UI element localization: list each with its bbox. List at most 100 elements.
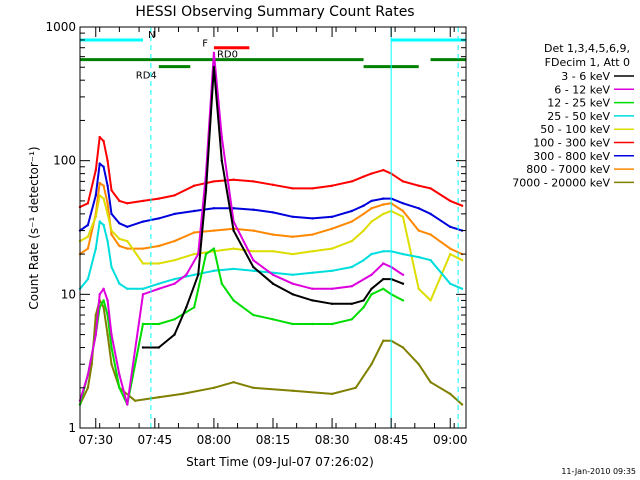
data-point-2-17 xyxy=(252,313,255,317)
data-point-2-4 xyxy=(102,299,105,302)
x-tick-label: 09:00 xyxy=(433,433,468,447)
data-point-5-23 xyxy=(382,168,385,172)
series-line-2 xyxy=(79,247,404,406)
data-point-4-1 xyxy=(86,235,90,238)
timestamp: 11-Jan-2010 09:35 xyxy=(561,467,636,476)
data-point-8-9 xyxy=(133,399,137,402)
data-point-1-9 xyxy=(141,293,145,296)
data-point-8-1 xyxy=(86,386,90,389)
data-point-0-15 xyxy=(362,299,365,302)
data-point-7-28 xyxy=(449,247,452,250)
data-point-3-6 xyxy=(110,265,113,269)
data-point-7-20 xyxy=(350,220,353,223)
data-point-3-1 xyxy=(86,277,90,281)
x-tick-label: 08:00 xyxy=(197,433,232,447)
data-point-3-21 xyxy=(362,259,365,262)
data-point-0-16 xyxy=(370,287,373,290)
legend-entry-label: 100 - 300 keV xyxy=(533,137,610,150)
data-point-6-27 xyxy=(429,212,432,216)
data-point-3-10 xyxy=(157,282,160,285)
data-point-0-11 xyxy=(291,293,294,296)
plot-area xyxy=(80,27,466,428)
data-point-5-3 xyxy=(98,135,101,139)
data-point-7-4 xyxy=(102,184,105,187)
legend: Det 1,3,4,5,6,9, FDecim 1, Att 0 3 - 6 k… xyxy=(512,42,634,189)
x-tick-label: 07:45 xyxy=(138,433,173,447)
data-point-3-17 xyxy=(291,273,294,276)
data-point-3-4 xyxy=(102,223,105,227)
data-point-4-28 xyxy=(449,252,452,256)
data-point-6-21 xyxy=(362,204,365,207)
data-point-3-14 xyxy=(232,267,235,271)
data-point-5-18 xyxy=(311,187,314,190)
data-point-3-26 xyxy=(417,255,420,259)
y-tick-label: 1 xyxy=(68,421,76,435)
data-point-5-6 xyxy=(110,189,113,192)
data-point-6-12 xyxy=(193,209,196,213)
data-point-2-11 xyxy=(173,318,176,321)
data-point-5-17 xyxy=(291,187,294,190)
data-point-3-18 xyxy=(311,271,314,274)
data-point-0-5 xyxy=(204,189,208,192)
data-point-0-17 xyxy=(382,277,385,281)
data-point-6-13 xyxy=(212,207,216,210)
legend-entry-label: 6 - 12 keV xyxy=(554,83,610,96)
data-point-6-7 xyxy=(118,222,121,225)
data-point-3-19 xyxy=(330,269,334,272)
y-tick-label: 1000 xyxy=(45,20,76,34)
series-layer xyxy=(78,51,464,406)
data-point-6-10 xyxy=(157,217,160,220)
data-point-7-27 xyxy=(429,233,432,236)
data-point-8-18 xyxy=(370,363,373,366)
data-point-1-20 xyxy=(291,282,294,285)
series-line-6 xyxy=(79,162,463,232)
data-point-7-15 xyxy=(252,229,255,232)
data-point-2-25 xyxy=(382,287,385,290)
data-point-7-10 xyxy=(157,244,160,248)
data-point-1-11 xyxy=(173,282,176,285)
data-point-1-2 xyxy=(94,333,98,336)
data-point-1-5 xyxy=(106,299,109,302)
data-point-4-17 xyxy=(291,252,294,256)
data-point-7-26 xyxy=(417,229,420,232)
data-point-5-7 xyxy=(118,199,121,203)
series-line-0 xyxy=(143,66,404,349)
data-point-4-15 xyxy=(252,250,255,253)
legend-entry-label: 25 - 50 keV xyxy=(547,110,610,123)
data-point-4-23 xyxy=(382,212,385,216)
data-point-0-2 xyxy=(173,333,176,336)
data-point-3-8 xyxy=(126,287,129,290)
data-point-6-9 xyxy=(141,220,145,223)
data-point-3-7 xyxy=(118,282,121,285)
data-point-3-3 xyxy=(98,220,101,223)
data-point-7-25 xyxy=(401,209,405,213)
legend-entry-label: 12 - 25 keV xyxy=(547,97,610,110)
data-point-2-20 xyxy=(311,322,314,326)
data-point-2-27 xyxy=(401,299,405,302)
data-point-8-10 xyxy=(157,396,160,399)
series-line-8 xyxy=(79,299,463,406)
series-line-1 xyxy=(79,51,404,406)
data-point-0-1 xyxy=(157,346,160,349)
data-point-4-26 xyxy=(417,287,420,290)
data-point-2-9 xyxy=(141,322,145,326)
data-point-8-23 xyxy=(429,381,432,384)
data-point-1-13 xyxy=(197,252,200,256)
data-point-0-12 xyxy=(311,299,314,302)
data-point-4-10 xyxy=(157,262,160,265)
data-point-8-11 xyxy=(181,392,184,396)
legend-entry-label: 50 - 100 keV xyxy=(540,123,610,136)
data-point-7-13 xyxy=(212,229,216,232)
data-point-2-16 xyxy=(232,299,235,302)
data-point-7-17 xyxy=(291,235,294,238)
data-point-2-10 xyxy=(157,322,160,326)
data-point-5-20 xyxy=(350,180,353,183)
data-point-5-28 xyxy=(449,199,452,203)
data-point-7-23 xyxy=(382,203,385,206)
data-point-2-6 xyxy=(110,346,113,349)
data-point-6-4 xyxy=(102,165,105,168)
legend-header-line-1: Det 1,3,4,5,6,9, xyxy=(544,42,630,55)
legend-entry-label: 300 - 800 keV xyxy=(533,150,610,163)
data-point-0-13 xyxy=(330,302,334,305)
